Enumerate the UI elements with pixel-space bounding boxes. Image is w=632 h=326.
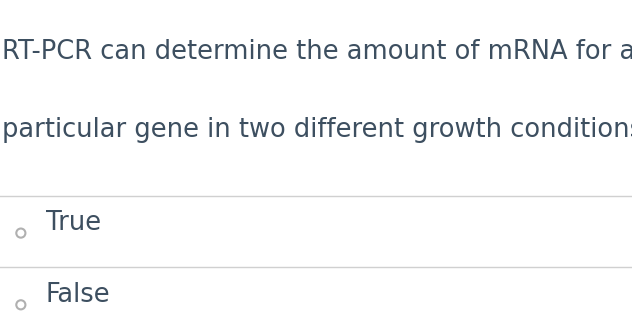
Text: RT-PCR can determine the amount of mRNA for a: RT-PCR can determine the amount of mRNA …: [2, 39, 632, 65]
Text: particular gene in two different growth conditions.: particular gene in two different growth …: [2, 117, 632, 143]
Text: False: False: [46, 282, 110, 308]
Text: True: True: [46, 210, 100, 236]
